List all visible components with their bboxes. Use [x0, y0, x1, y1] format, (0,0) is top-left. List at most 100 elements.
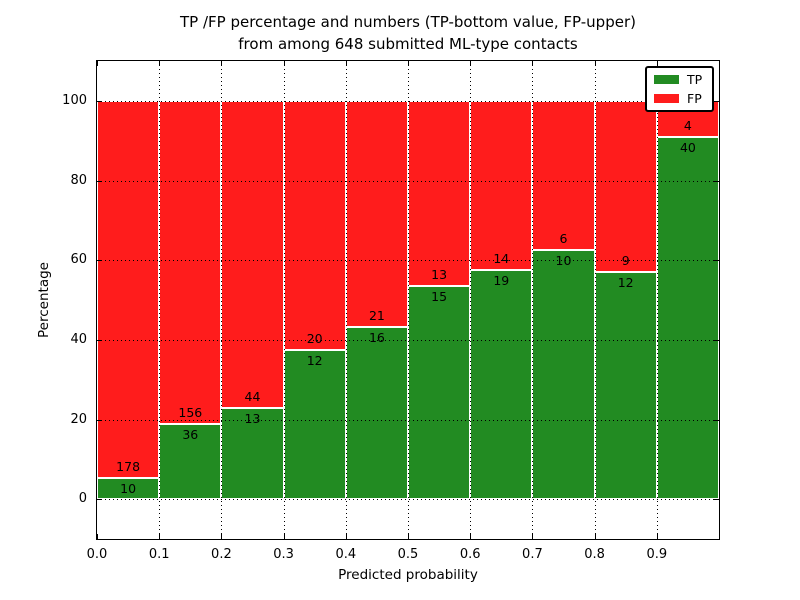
fp-count-label: 4 — [683, 118, 692, 134]
bar-segment-fp — [97, 100, 160, 478]
x-gridline — [221, 61, 223, 539]
chart-title: TP /FP percentage and numbers (TP-bottom… — [96, 11, 720, 55]
x-tick-mark-top — [532, 61, 534, 66]
y-tick-mark-right — [714, 180, 719, 182]
y-tick-mark — [97, 100, 102, 102]
fp-color-swatch-icon — [654, 94, 679, 103]
y-tick-mark-right — [714, 499, 719, 501]
x-tick-mark-top — [159, 61, 161, 66]
x-tick-label: 0.8 — [584, 547, 605, 562]
legend-item-fp: FP — [654, 92, 705, 105]
tp-count-label: 40 — [679, 140, 696, 156]
bar-segment-tp — [97, 477, 160, 500]
fp-count-label: 178 — [116, 458, 141, 474]
x-tick-mark-top — [97, 61, 98, 66]
y-tick-label: 80 — [70, 172, 87, 188]
x-tick-label: 0.5 — [397, 547, 419, 562]
y-tick-mark — [97, 339, 102, 341]
x-gridline — [532, 61, 534, 539]
fp-count-label: 21 — [368, 307, 385, 323]
y-tick-label: 0 — [78, 491, 87, 507]
x-tick-mark — [159, 534, 161, 539]
bar-segment-fp — [159, 100, 222, 425]
x-tick-label: 0.0 — [86, 547, 108, 562]
y-tick-mark-right — [714, 100, 719, 102]
x-tick-label: 0.9 — [646, 547, 668, 562]
x-tick-label: 0.6 — [459, 547, 481, 562]
tp-count-label: 12 — [306, 352, 323, 368]
legend-label-fp: FP — [687, 91, 702, 106]
bar-segment-fp — [532, 100, 595, 251]
x-axis-label: Predicted probability — [338, 567, 478, 583]
x-tick-label: 0.1 — [148, 547, 170, 562]
legend-item-tp: TP — [654, 73, 705, 86]
bar-segment-fp — [283, 100, 346, 350]
tp-count-label: 12 — [617, 274, 634, 290]
y-tick-label: 20 — [70, 411, 87, 427]
legend: TP FP — [645, 66, 714, 112]
tp-count-label: 36 — [182, 427, 199, 443]
y-tick-mark — [97, 260, 102, 262]
x-tick-mark — [345, 534, 347, 539]
y-axis-label: Percentage — [36, 262, 52, 338]
bar-segment-fp — [345, 100, 408, 327]
bar-segment-tp — [470, 269, 533, 500]
bar-segment-fp — [594, 100, 657, 272]
bar-segment-fp — [408, 100, 471, 286]
bar-segment-fp — [470, 100, 533, 270]
fp-count-label: 14 — [493, 250, 510, 266]
tp-count-label: 15 — [431, 288, 448, 304]
x-tick-mark-top — [221, 61, 223, 66]
x-tick-mark — [221, 534, 223, 539]
x-tick-mark — [97, 534, 98, 539]
fp-count-label: 6 — [559, 231, 568, 247]
tp-color-swatch-icon — [654, 75, 679, 84]
x-tick-label: 0.4 — [335, 547, 357, 562]
bar-segment-tp — [221, 408, 284, 500]
bar-segment-tp — [408, 285, 471, 500]
x-tick-mark-top — [470, 61, 472, 66]
fp-count-label: 44 — [244, 389, 261, 405]
chart-title-line1: TP /FP percentage and numbers (TP-bottom… — [180, 13, 636, 31]
x-gridline — [408, 61, 409, 539]
fp-count-label: 9 — [621, 252, 630, 268]
y-tick-mark-right — [714, 419, 719, 421]
x-tick-mark-top — [283, 61, 285, 66]
bar-segment-tp — [656, 137, 719, 500]
x-tick-label: 0.7 — [522, 547, 543, 562]
x-gridline — [594, 61, 596, 539]
tp-count-label: 16 — [368, 329, 385, 345]
x-tick-mark-top — [594, 61, 596, 66]
y-tick-mark — [97, 180, 102, 182]
tp-count-label: 13 — [244, 411, 261, 427]
x-gridline — [470, 61, 472, 539]
tp-count-label: 19 — [493, 272, 510, 288]
fp-count-label: 13 — [431, 266, 448, 282]
x-gridline — [656, 61, 658, 539]
y-tick-mark-right — [714, 260, 719, 262]
x-tick-mark — [656, 534, 658, 539]
chart-title-line2: from among 648 submitted ML-type contact… — [238, 35, 578, 53]
x-tick-mark-top — [408, 61, 409, 66]
plot-area: 178 10 156 36 44 13 20 12 21 16 13 15 14 19 6 10 9 12 4 40 — [96, 60, 720, 540]
bar-segment-tp — [283, 349, 346, 500]
y-tick-label: 100 — [62, 92, 87, 108]
bar-segment-tp — [532, 250, 595, 500]
fp-count-label: 20 — [306, 330, 323, 346]
x-tick-mark — [532, 534, 534, 539]
x-tick-mark — [283, 534, 285, 539]
y-tick-label: 40 — [70, 331, 87, 347]
x-tick-mark — [408, 534, 409, 539]
x-tick-mark-top — [345, 61, 347, 66]
x-tick-label: 0.2 — [211, 547, 232, 562]
fp-count-label: 156 — [178, 405, 203, 421]
x-tick-mark — [470, 534, 472, 539]
tp-count-label: 10 — [120, 480, 137, 496]
y-tick-label: 60 — [70, 252, 87, 268]
x-gridline — [283, 61, 285, 539]
x-tick-label: 0.3 — [273, 547, 294, 562]
y-tick-mark — [97, 419, 102, 421]
y-tick-mark-right — [714, 339, 719, 341]
x-gridline — [159, 61, 161, 539]
